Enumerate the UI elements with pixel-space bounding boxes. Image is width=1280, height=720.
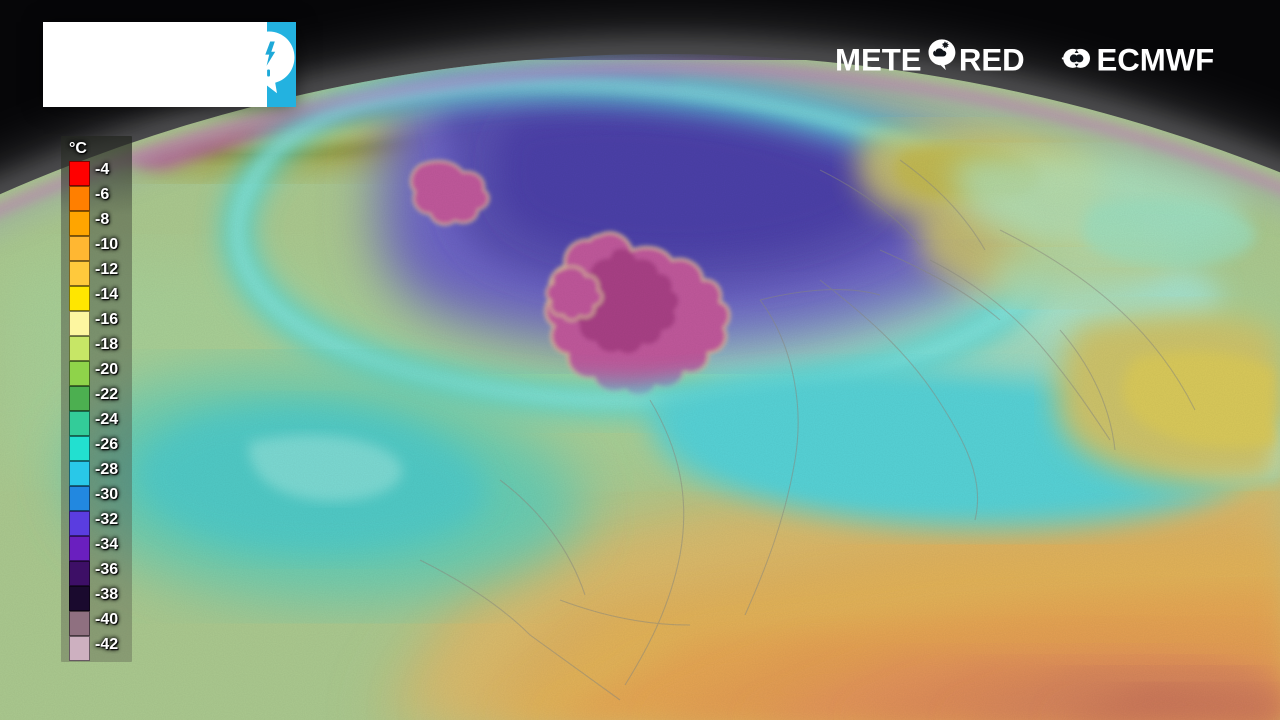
- svg-text:RED: RED: [959, 43, 1025, 78]
- svg-text:ECMWF: ECMWF: [1097, 43, 1215, 78]
- svg-text:METE: METE: [835, 43, 922, 78]
